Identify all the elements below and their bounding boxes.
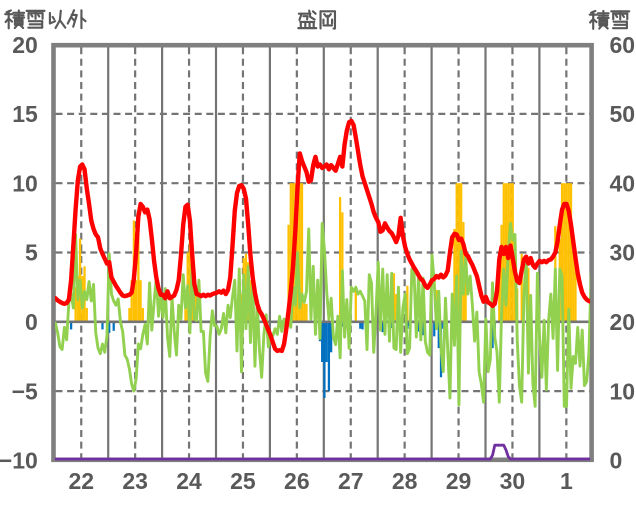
svg-text:10: 10 — [12, 170, 38, 196]
svg-text:29: 29 — [446, 468, 472, 494]
svg-text:1: 1 — [560, 468, 573, 494]
svg-text:20: 20 — [12, 32, 38, 58]
svg-text:0: 0 — [25, 309, 38, 335]
svg-text:5: 5 — [25, 240, 38, 266]
svg-text:10: 10 — [610, 378, 636, 404]
svg-text:30: 30 — [610, 240, 636, 266]
svg-text:20: 20 — [610, 309, 636, 335]
svg-text:60: 60 — [610, 32, 636, 58]
svg-text:25: 25 — [230, 468, 256, 494]
svg-text:−10: −10 — [0, 448, 38, 474]
svg-text:50: 50 — [610, 101, 636, 127]
svg-text:15: 15 — [12, 101, 38, 127]
svg-text:30: 30 — [500, 468, 526, 494]
svg-text:23: 23 — [122, 468, 148, 494]
svg-text:26: 26 — [284, 468, 310, 494]
svg-text:−5: −5 — [12, 378, 38, 404]
svg-text:27: 27 — [338, 468, 364, 494]
svg-text:24: 24 — [176, 468, 202, 494]
svg-text:28: 28 — [392, 468, 418, 494]
svg-text:22: 22 — [68, 468, 94, 494]
svg-text:40: 40 — [610, 170, 636, 196]
svg-text:0: 0 — [610, 448, 623, 474]
